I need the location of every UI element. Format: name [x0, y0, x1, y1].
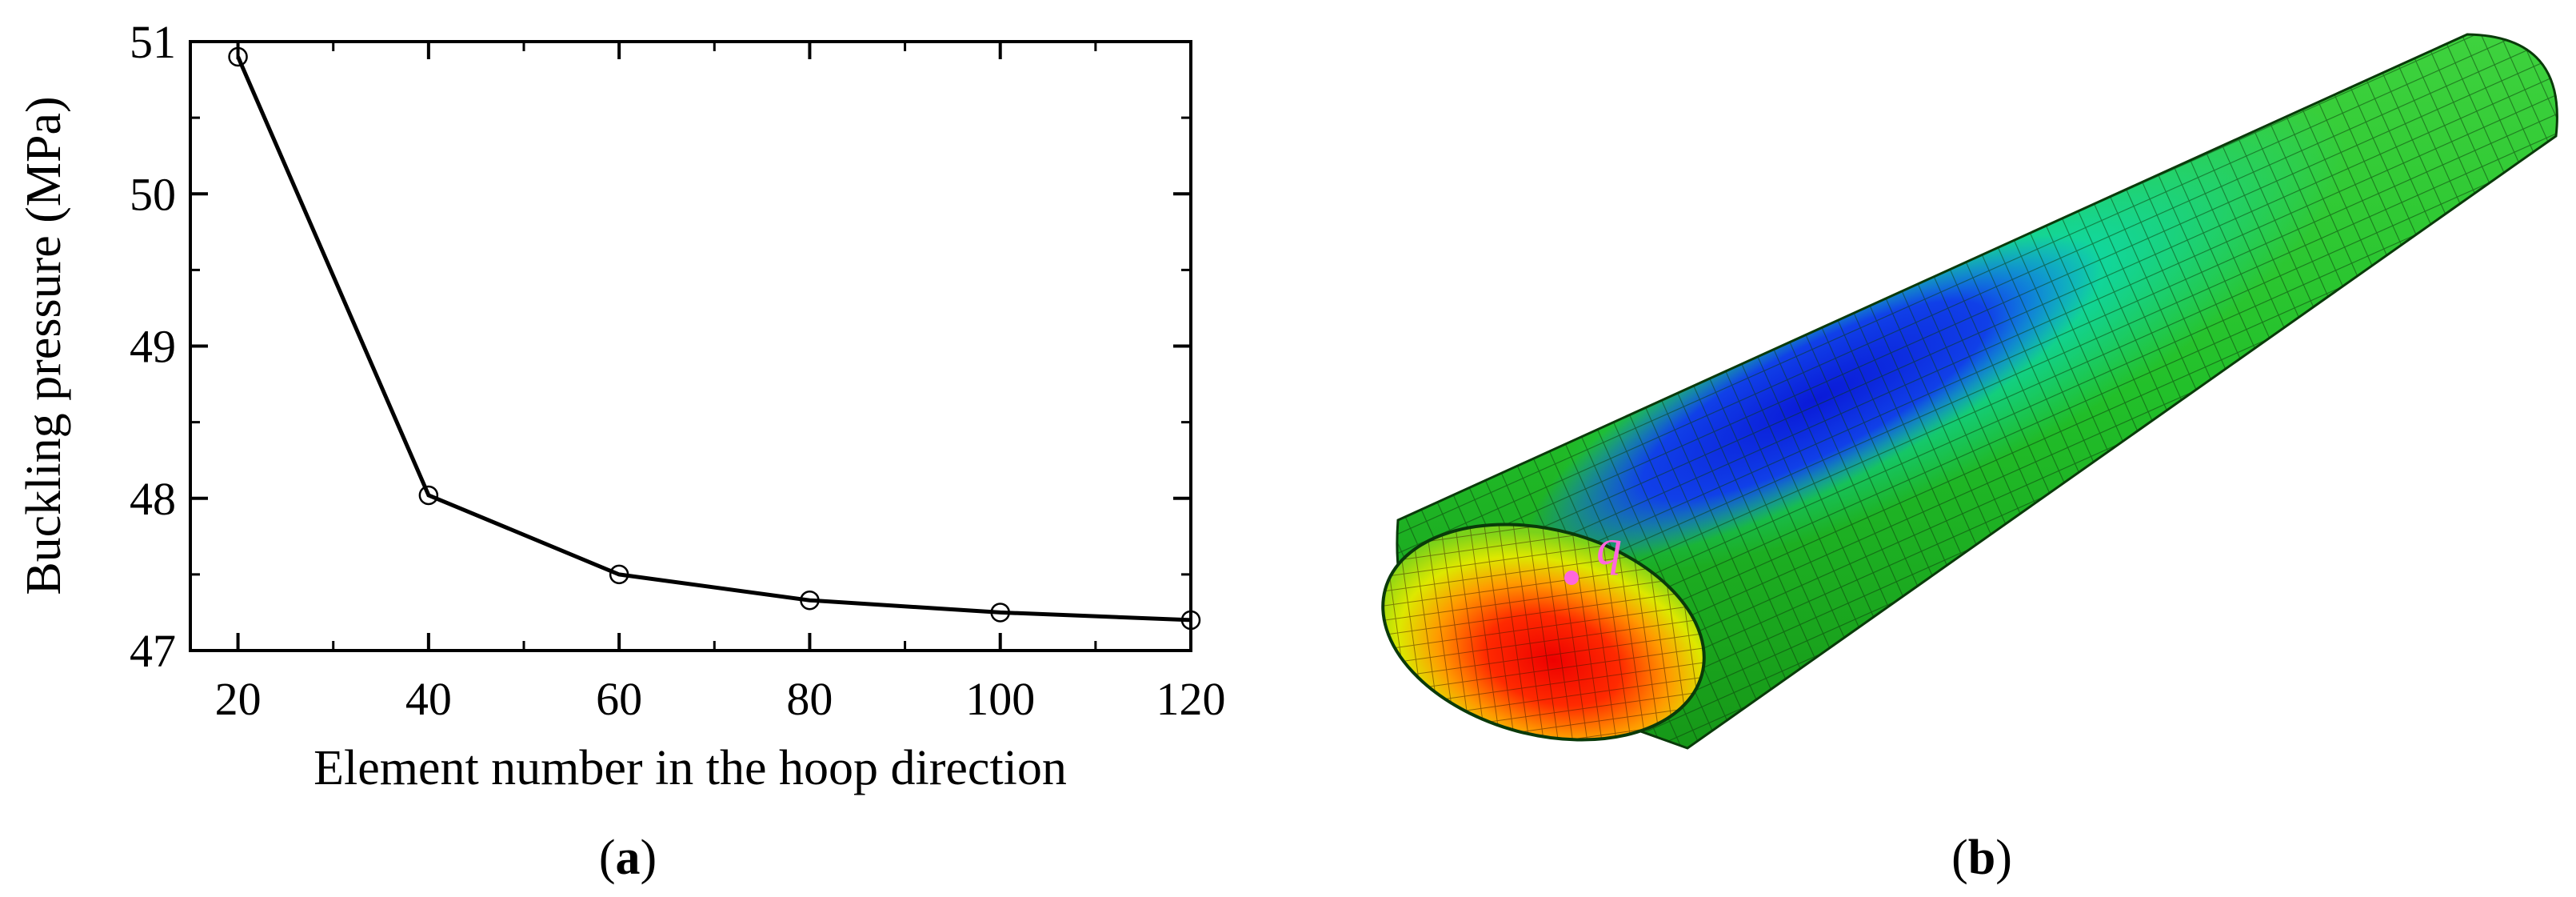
x-tick-label: 20: [215, 673, 262, 725]
panel-label-a: (a): [599, 831, 657, 885]
fe-tube-model: q: [1360, 33, 2558, 768]
y-tick-label: 50: [130, 168, 176, 220]
buckling-pressure-chart: 47 48 49 50 51 20 40 60 80 100 120 Element number…: [17, 16, 1226, 795]
series-line: [236, 56, 1192, 623]
data-point: [990, 603, 1010, 623]
series-points: [228, 46, 1201, 631]
data-point: [1180, 610, 1201, 631]
data-point: [800, 590, 820, 611]
y-tick-label: 49: [130, 321, 176, 373]
point-q-label: q: [1596, 519, 1622, 575]
point-q-marker: [1564, 571, 1579, 585]
y-tick-label: 48: [130, 473, 176, 525]
plot-frame: [189, 40, 1192, 652]
y-tick-label: 51: [130, 16, 176, 68]
x-axis: 20 40 60 80 100 120: [215, 42, 1226, 725]
panel-label-b: (b): [1951, 831, 2012, 885]
x-axis-title: Element number in the hoop direction: [314, 741, 1067, 795]
x-tick-label: 40: [405, 673, 452, 725]
y-tick-label: 47: [130, 625, 176, 677]
tube-end-rim: [1381, 523, 1706, 742]
y-axis-title: Buckling pressure (MPa): [17, 96, 71, 595]
x-tick-label: 100: [965, 673, 1035, 725]
data-point: [228, 46, 248, 67]
data-point: [609, 564, 629, 585]
x-tick-label: 80: [786, 673, 833, 725]
x-tick-label: 120: [1156, 673, 1226, 725]
y-axis: 47 48 49 50 51: [130, 16, 1191, 677]
data-point: [418, 485, 439, 506]
x-tick-label: 60: [596, 673, 642, 725]
